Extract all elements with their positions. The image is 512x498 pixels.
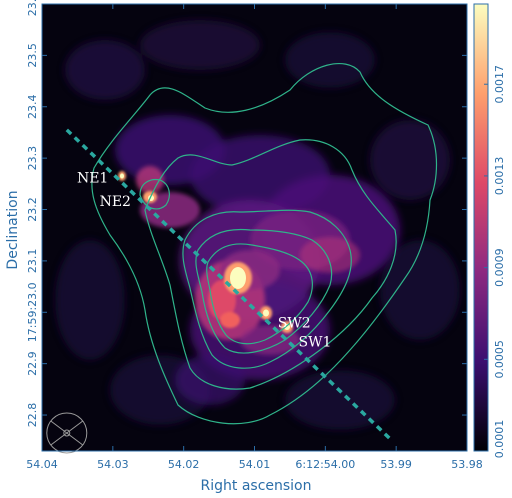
y-tick-label: 23.1 xyxy=(26,249,39,274)
y-axis-label: Declination xyxy=(5,190,21,269)
y-tick-label: 17:59:23.0 xyxy=(26,282,39,342)
contour-level-2 xyxy=(144,139,397,390)
x-axis-label: Right ascension xyxy=(201,478,312,494)
y-tick-label: 23.3 xyxy=(26,146,39,171)
emission-image xyxy=(55,20,460,430)
colorbar-tick-label: 0.0009 xyxy=(493,248,506,287)
colorbar-tick-label: 0.0013 xyxy=(493,157,506,196)
y-tick-label: 23.2 xyxy=(26,197,39,222)
x-tick-label: 54.04 xyxy=(26,458,58,471)
jet-axis-line xyxy=(65,128,394,443)
source-label-sw1: SW1 xyxy=(299,335,332,351)
contour-level-1 xyxy=(91,63,438,425)
y-tick-label: 22.8 xyxy=(26,403,39,428)
colorbar-tick-label: 0.0017 xyxy=(493,65,506,104)
contours xyxy=(91,63,438,425)
x-tick-label: 54.03 xyxy=(97,458,129,471)
colorbar xyxy=(473,3,489,452)
y-tick-label: 23.6 xyxy=(26,0,39,16)
contour-level-4 xyxy=(195,228,333,354)
contour-ne-knot xyxy=(139,178,170,210)
contour-level-3 xyxy=(182,209,352,369)
source-label-sw2: SW2 xyxy=(278,315,311,331)
contour-level-5 xyxy=(206,243,313,345)
y-tick-label: 23.5 xyxy=(26,43,39,68)
colorbar-tick-label: 0.0005 xyxy=(493,340,506,379)
x-tick-label: 6:12:54.00 xyxy=(295,458,355,471)
y-tick-label: 22.9 xyxy=(26,351,39,376)
x-tick-label: 54.01 xyxy=(239,458,271,471)
x-tick-label: 54.02 xyxy=(168,458,200,471)
colorbar-tick-label: 0.0001 xyxy=(493,420,506,459)
x-tick-label: 53.98 xyxy=(451,458,483,471)
y-tick-label: 23.4 xyxy=(26,95,39,120)
x-tick-label: 53.99 xyxy=(380,458,412,471)
source-label-ne1: NE1 xyxy=(77,171,108,187)
beam-symbol xyxy=(46,412,88,454)
source-label-ne2: NE2 xyxy=(100,194,131,210)
